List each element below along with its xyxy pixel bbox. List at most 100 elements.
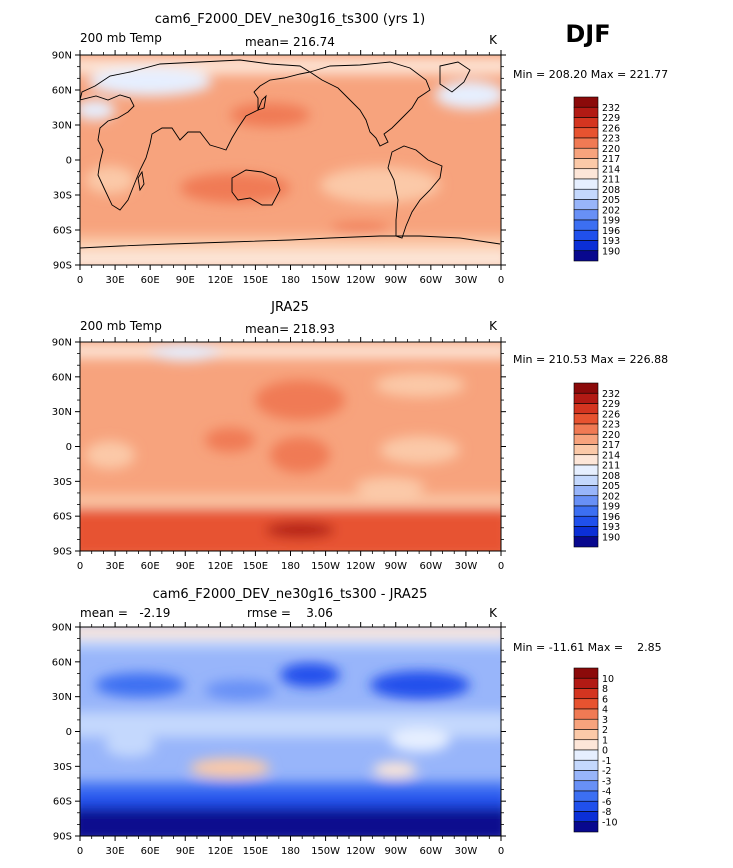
colorbar-label: 6 [602,694,608,705]
colorbar-label: -4 [602,787,611,798]
colorbar-box [573,474,599,486]
minmax-label: Min = 210.53 Max = 226.88 [513,353,668,366]
y-tick-label: 90S [53,832,72,843]
colorbar-box [573,821,599,833]
x-tick-label: 90E [176,561,195,572]
y-tick-label: 30N [52,692,72,703]
map-field [80,627,501,836]
x-tick-label: 150E [243,275,268,286]
field-blob [373,762,417,778]
x-tick-label: 120E [208,275,233,286]
field-band [80,344,501,358]
y-tick-label: 0 [66,727,72,738]
colorbar-box [573,536,599,548]
colorbar-label: -10 [602,817,618,828]
x-tick-label: 150W [311,561,340,572]
field-blob [390,728,450,752]
colorbar-label: 232 [602,103,620,114]
y-tick-label: 60S [53,226,72,237]
colorbar-box [573,739,599,751]
rmse-label: rmse = 3.06 [247,606,333,620]
map-axes: 0 30E 60E 90E 120E 150E 180 150W 120W 90W 60W 30W 09… [52,337,506,572]
coast-north-america [308,61,431,147]
colorbar-box [573,158,599,170]
colorbar-box [573,250,599,262]
field-blob [270,437,330,473]
map-axes: 0 30E 60E 90E 120E 150E 180 150W 120W 90W 60W 30W 09… [52,50,506,286]
colorbar-label: 226 [602,409,620,420]
field-blob [370,671,470,699]
colorbar-box [573,677,599,689]
colorbar-label: 223 [602,420,620,431]
colorbar-box [573,770,599,782]
y-tick-label: 30N [52,121,72,132]
colorbar-box [573,708,599,720]
colorbar-box [573,413,599,425]
panel-obs: JRA25 200 mb Temp mean= 218.93 K Min = 2… [52,300,668,572]
field-blob [180,173,290,203]
colorbar-box [573,698,599,710]
colorbar-label: 196 [602,512,620,523]
x-tick-label: 30W [455,275,478,286]
field-blob [80,100,115,120]
mean-label: mean = -2.19 [80,606,170,620]
x-tick-label: 60E [141,275,160,286]
colorbar-box [573,454,599,466]
colorbar-label: 220 [602,430,620,441]
colorbar-label: 229 [602,399,620,410]
y-tick-label: 30S [53,191,72,202]
panel-title: JRA25 [270,300,309,315]
colorbar-box [573,219,599,231]
panel-diff: cam6_F2000_DEV_ne30g16_ts300 - JRA25 mea… [52,587,662,857]
field-blob [435,81,501,109]
colorbar-label: 3 [602,715,608,726]
colorbar-box [573,96,599,108]
field-blob [190,758,270,778]
y-tick-label: 90N [52,338,72,349]
colorbar-box [573,800,599,812]
mean-label: mean= 218.93 [245,322,335,336]
x-tick-label: 30W [455,561,478,572]
panel-title: cam6_F2000_DEV_ne30g16_ts300 - JRA25 [153,587,428,602]
colorbar-label: 214 [602,164,620,175]
x-tick-label: 0 [498,561,504,572]
colorbar-label: 193 [602,236,620,247]
colorbar-label: 1 [602,735,608,746]
y-tick-label: 30S [53,477,72,488]
y-tick-label: 90S [53,261,72,272]
colorbar-label: 196 [602,226,620,237]
y-tick-label: 0 [66,442,72,453]
y-tick-label: 30N [52,407,72,418]
coast-south-america [387,145,443,239]
colorbar-label: 190 [602,246,620,257]
panel-model: cam6_F2000_DEV_ne30g16_ts300 (yrs 1) 200… [52,12,668,286]
x-tick-label: 30E [106,561,125,572]
colorbar-label: 211 [602,461,620,472]
colorbar-box [573,811,599,823]
x-tick-label: 0 [77,561,83,572]
colorbar-label: 205 [602,481,620,492]
x-tick-label: 120W [346,561,375,572]
minmax-label: Min = 208.20 Max = 221.77 [513,68,668,81]
colorbar-label: 211 [602,175,620,186]
colorbar-box [573,240,599,252]
x-tick-label: 0 [77,846,83,857]
field-band [80,808,501,836]
colorbar-label: 2 [602,725,608,736]
field-blob [320,167,440,203]
x-tick-label: 90E [176,275,195,286]
x-tick-label: 30E [106,275,125,286]
x-tick-label: 90W [384,561,407,572]
colorbar-box [573,229,599,241]
x-tick-label: 90W [384,275,407,286]
colorbar-box [573,759,599,771]
colorbar-box [573,718,599,730]
x-tick-label: 60E [141,561,160,572]
colorbar-label: 202 [602,491,620,502]
x-tick-label: 150E [243,561,268,572]
x-tick-label: 180 [281,275,300,286]
coast-greenland [439,61,471,93]
y-tick-label: 60N [52,657,72,668]
colorbar-label: 232 [602,389,620,400]
colorbar: 2322292262232202172142112082052021991961… [573,382,620,548]
